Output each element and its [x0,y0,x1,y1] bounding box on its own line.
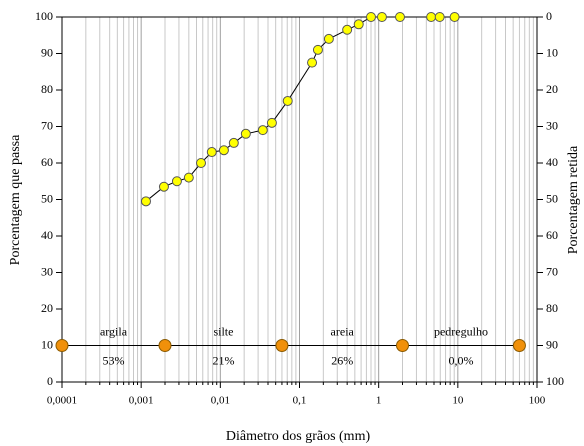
data-point [240,128,251,139]
fraction-bound [55,339,69,352]
data-point [323,33,334,44]
y-tick-label: 10 [41,337,53,351]
y-tick-label: 0 [47,374,53,388]
y2-tick-label: 70 [546,264,558,278]
data-point [395,12,406,22]
y2-tick-label: 30 [546,118,558,132]
fraction-percent: 21% [212,353,234,367]
y-tick-label: 20 [41,301,53,315]
data-point [426,12,437,22]
data-point [158,181,169,192]
data-point [376,12,387,22]
data-point [342,24,353,35]
data-point [218,145,229,156]
fraction-bound [512,339,526,352]
x-axis-label: Diâmetro dos grãos (mm) [226,429,371,444]
fraction-name: pedregulho [434,324,488,338]
y-tick-label: 100 [35,9,53,23]
data-point [282,95,293,106]
fraction-bound [275,339,289,352]
data-point [206,147,217,158]
fraction-percent: 53% [102,353,124,367]
y-tick-label: 50 [41,191,53,205]
y-axis-label: Porcentagem que passa [8,134,23,265]
y2-tick-label: 40 [546,155,558,169]
y2-tick-label: 0 [546,9,552,23]
y-tick-label: 90 [41,45,53,59]
curve [145,16,455,202]
data-point [228,137,239,148]
x-tick-label: 0,001 [129,395,154,407]
data-point [434,12,445,22]
fraction-name: silte [213,324,233,338]
data-point [171,176,182,187]
y-tick-label: 60 [41,155,53,169]
y2-tick-label: 100 [546,374,564,388]
x-tick-label: 0,01 [211,395,230,407]
fraction-percent: 26% [331,353,353,367]
x-tick-label: 0,0001 [47,395,77,407]
y-tick-label: 30 [41,264,53,278]
y2-tick-label: 20 [546,82,558,96]
data-point [140,196,151,207]
x-tick-label: 1 [376,395,382,407]
y-tick-label: 40 [41,228,53,242]
y-tick-label: 70 [41,118,53,132]
data-point [196,158,207,168]
fraction-percent: 0,0% [448,353,473,367]
x-tick-label: 100 [529,395,546,407]
y2-tick-label: 60 [546,228,558,242]
data-point [449,12,460,22]
fraction-name: areia [331,324,355,338]
y2-tick-label: 50 [546,191,558,205]
y2-tick-label: 90 [546,337,558,351]
x-tick-label: 0,1 [293,395,307,407]
data-point [257,125,268,136]
data-point [183,172,194,183]
y2-tick-label: 80 [546,301,558,315]
fraction-bound [158,339,172,352]
y2-axis-label: Porcentagem retida [566,145,581,254]
data-point [266,117,277,128]
data-point [307,57,318,68]
data-point [312,44,323,55]
y-tick-label: 80 [41,82,53,96]
fraction-name: argila [100,324,128,338]
data-point [353,19,364,30]
y2-tick-label: 10 [546,45,558,59]
data-point [365,12,376,22]
x-tick-label: 10 [452,395,464,407]
fraction-bound [395,339,409,352]
